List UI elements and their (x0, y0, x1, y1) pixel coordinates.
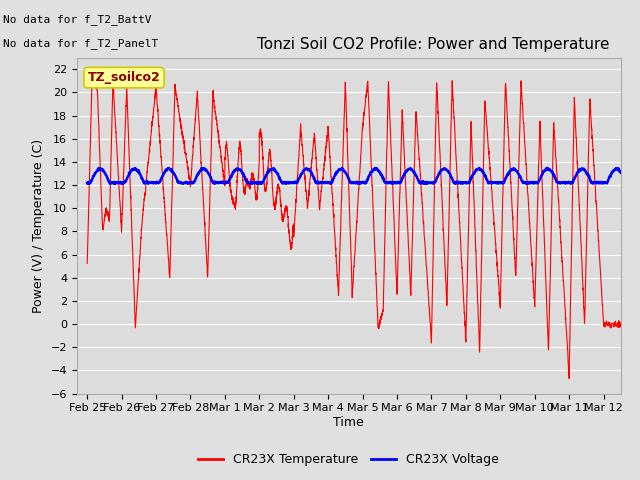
Text: Tonzi Soil CO2 Profile: Power and Temperature: Tonzi Soil CO2 Profile: Power and Temper… (257, 37, 610, 52)
Text: No data for f_T2_PanelT: No data for f_T2_PanelT (3, 38, 159, 49)
Text: TZ_soilco2: TZ_soilco2 (88, 71, 161, 84)
Legend: CR23X Temperature, CR23X Voltage: CR23X Temperature, CR23X Voltage (193, 448, 504, 471)
Y-axis label: Power (V) / Temperature (C): Power (V) / Temperature (C) (32, 139, 45, 312)
Text: No data for f_T2_BattV: No data for f_T2_BattV (3, 14, 152, 25)
X-axis label: Time: Time (333, 416, 364, 429)
